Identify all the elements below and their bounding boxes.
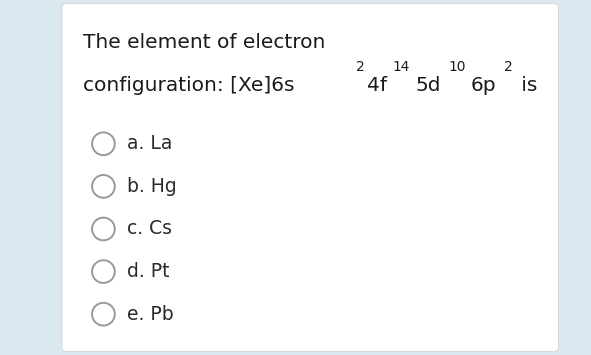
- Text: 4f: 4f: [367, 76, 387, 94]
- Text: a. La: a. La: [126, 134, 172, 153]
- Text: 5d: 5d: [415, 76, 441, 94]
- FancyBboxPatch shape: [62, 4, 558, 351]
- Text: 2: 2: [356, 60, 365, 74]
- Text: 14: 14: [393, 60, 410, 74]
- Text: d. Pt: d. Pt: [126, 262, 169, 281]
- Text: The element of electron: The element of electron: [83, 33, 325, 52]
- Text: 10: 10: [448, 60, 466, 74]
- Text: is: is: [515, 76, 537, 94]
- Text: 2: 2: [504, 60, 512, 74]
- Text: 6p: 6p: [470, 76, 496, 94]
- Text: c. Cs: c. Cs: [126, 219, 171, 239]
- Text: configuration: [Xe]6s: configuration: [Xe]6s: [83, 76, 294, 94]
- Text: e. Pb: e. Pb: [126, 305, 173, 324]
- Text: b. Hg: b. Hg: [126, 177, 176, 196]
